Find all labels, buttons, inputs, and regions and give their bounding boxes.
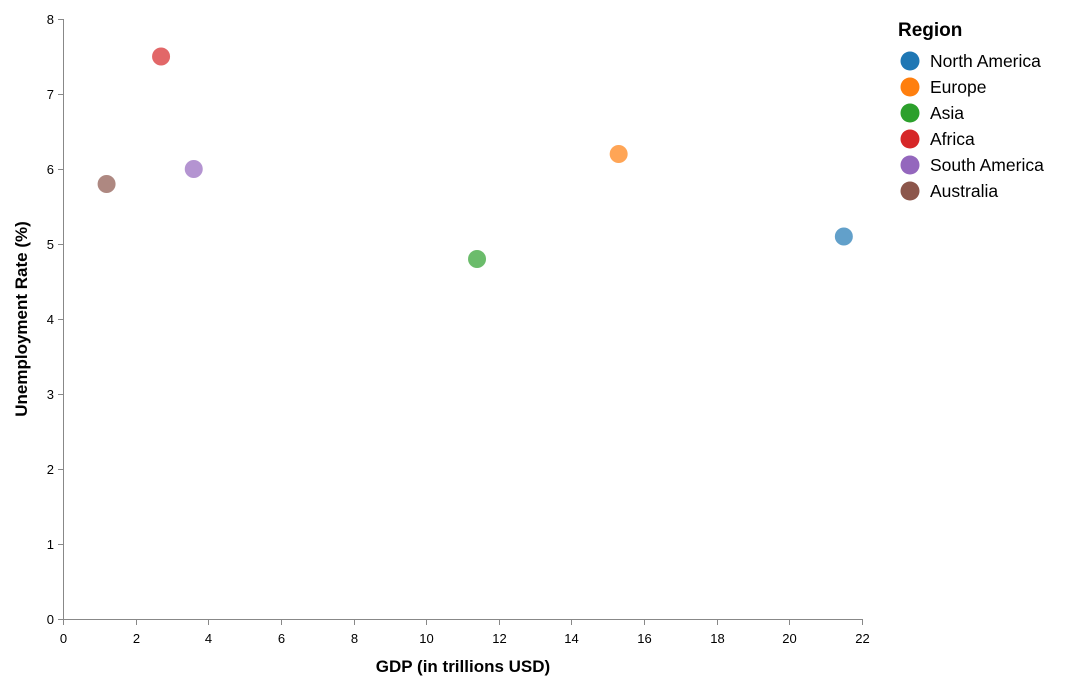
legend-item: South America: [900, 155, 1044, 175]
legend-item: North America: [900, 51, 1041, 71]
data-points: North America Europe Asia Africa South Ameri…: [97, 47, 853, 268]
legend-label: South America: [930, 155, 1044, 175]
x-tick-label: 22: [855, 631, 869, 646]
legend-swatch: [900, 51, 920, 71]
y-axis: 0 1 2 3 4 5 6 7 8: [47, 12, 64, 627]
legend-label: Asia: [930, 103, 964, 123]
data-point: Asia: [468, 250, 487, 268]
data-point: Africa: [152, 47, 171, 66]
y-axis-title: Unemployment Rate (%): [12, 221, 31, 417]
legend-label: Europe: [930, 77, 986, 97]
data-point: Europe: [609, 145, 628, 163]
x-tick-label: 6: [278, 631, 285, 646]
legend-item: Europe: [900, 77, 986, 97]
x-tick-label: 2: [133, 631, 140, 646]
data-point: South America: [184, 160, 203, 178]
legend-swatch: [900, 103, 920, 123]
y-tick-label: 6: [47, 162, 54, 177]
legend: Region North America Europe Asia Africa Sout…: [898, 20, 1044, 201]
x-tick-label: 0: [60, 631, 67, 646]
legend-title: Region: [898, 20, 962, 41]
y-tick-label: 4: [47, 312, 54, 327]
x-axis: 0 2 4 6 8 10 12 14 16 18 20 22: [60, 619, 870, 646]
x-tick-label: 20: [782, 631, 796, 646]
x-tick-label: 8: [351, 631, 358, 646]
y-tick-label: 7: [47, 87, 54, 102]
y-tick-label: 2: [47, 462, 54, 477]
x-tick-label: 16: [637, 631, 651, 646]
legend-label: Australia: [930, 181, 998, 201]
legend-item: Asia: [900, 103, 964, 123]
x-tick-label: 10: [419, 631, 433, 646]
x-tick-label: 14: [564, 631, 578, 646]
legend-label: North America: [930, 51, 1041, 71]
y-tick-label: 3: [47, 387, 54, 402]
legend-swatch: [900, 129, 920, 149]
y-tick-label: 1: [47, 537, 54, 552]
legend-swatch: [900, 155, 920, 175]
legend-swatch: [900, 77, 920, 97]
legend-item: Africa: [900, 129, 975, 149]
data-point: North America: [834, 227, 853, 246]
legend-label: Africa: [930, 129, 975, 149]
y-tick-label: 0: [47, 612, 54, 627]
x-tick-label: 12: [492, 631, 506, 646]
y-tick-label: 5: [47, 237, 54, 252]
x-tick-label: 18: [710, 631, 724, 646]
y-tick-label: 8: [47, 12, 54, 27]
x-tick-label: 4: [205, 631, 212, 646]
legend-swatch: [900, 181, 920, 201]
x-axis-title: GDP (in trillions USD): [376, 657, 550, 676]
data-point: Australia: [97, 175, 116, 193]
legend-item: Australia: [900, 181, 998, 201]
